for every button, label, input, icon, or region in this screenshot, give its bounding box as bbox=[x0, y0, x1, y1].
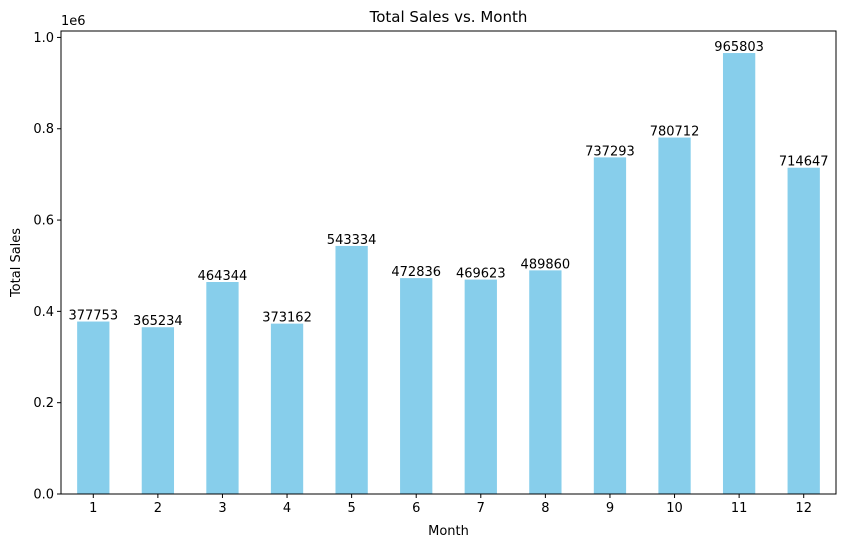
bar-value-label-2: 365234 bbox=[133, 314, 183, 329]
x-tick-label: 2 bbox=[154, 501, 162, 516]
bar-month-11 bbox=[722, 53, 756, 495]
x-tick-label: 8 bbox=[541, 501, 549, 516]
chart-title: Total Sales vs. Month bbox=[369, 8, 528, 26]
bar-month-1 bbox=[77, 321, 110, 494]
y-tick-label: 0.4 bbox=[33, 305, 54, 320]
bar-value-label-7: 469623 bbox=[456, 267, 506, 282]
y-axis-label: Total Sales bbox=[9, 228, 24, 298]
bar-value-label-9: 737293 bbox=[585, 144, 635, 159]
bars bbox=[77, 53, 820, 495]
plot-area bbox=[61, 31, 836, 494]
bar-month-10 bbox=[658, 137, 691, 494]
bar-value-label-12: 714647 bbox=[779, 155, 829, 170]
x-tick-label: 1 bbox=[89, 501, 97, 516]
bar-value-label-11: 965803 bbox=[714, 40, 764, 55]
x-tick-label: 7 bbox=[477, 501, 485, 516]
x-axis-label: Month bbox=[428, 524, 469, 539]
x-tick-label: 6 bbox=[412, 501, 420, 516]
bar-month-3 bbox=[206, 281, 239, 494]
x-ticks: 1 2 3 4 5 6 7 8 9 10 11 12 bbox=[89, 494, 812, 516]
bar-month-7 bbox=[464, 279, 497, 494]
y-tick-label: 0.2 bbox=[33, 396, 54, 411]
y-tick-label: 0.8 bbox=[33, 122, 54, 137]
bar-month-12 bbox=[787, 167, 820, 495]
bar-month-5 bbox=[335, 245, 368, 494]
x-tick-label: 10 bbox=[666, 501, 683, 516]
x-tick-label: 3 bbox=[218, 501, 226, 516]
bar-month-4 bbox=[270, 323, 304, 494]
bar-value-label-4: 373162 bbox=[262, 311, 312, 326]
plot-frame bbox=[60, 30, 837, 495]
y-ticks: 0.0 0.2 0.4 0.6 0.8 1.0 bbox=[33, 31, 61, 503]
bar-value-label-6: 472836 bbox=[391, 265, 441, 280]
bar-labels: 377753 365234 464344 373162 543334 472836 4696… bbox=[68, 40, 828, 329]
bar-value-label-5: 543334 bbox=[327, 233, 377, 248]
y-tick-label: 0.0 bbox=[33, 488, 54, 503]
bar-month-2 bbox=[141, 327, 175, 494]
y-scale-label: 1e6 bbox=[61, 14, 86, 29]
x-tick-label: 12 bbox=[795, 501, 812, 516]
bar-value-label-8: 489860 bbox=[521, 257, 571, 272]
bar-month-9 bbox=[593, 157, 627, 494]
bar-value-label-10: 780712 bbox=[650, 125, 700, 140]
x-tick-label: 4 bbox=[283, 501, 291, 516]
x-tick-label: 11 bbox=[731, 501, 748, 516]
y-tick-label: 1.0 bbox=[33, 31, 54, 46]
bar-month-8 bbox=[529, 270, 562, 494]
bar-month-6 bbox=[400, 278, 433, 494]
bar-value-label-1: 377753 bbox=[68, 309, 118, 324]
y-tick-label: 0.6 bbox=[33, 214, 54, 229]
bar-value-label-3: 464344 bbox=[198, 269, 248, 284]
x-tick-label: 5 bbox=[347, 501, 355, 516]
x-tick-label: 9 bbox=[606, 501, 614, 516]
